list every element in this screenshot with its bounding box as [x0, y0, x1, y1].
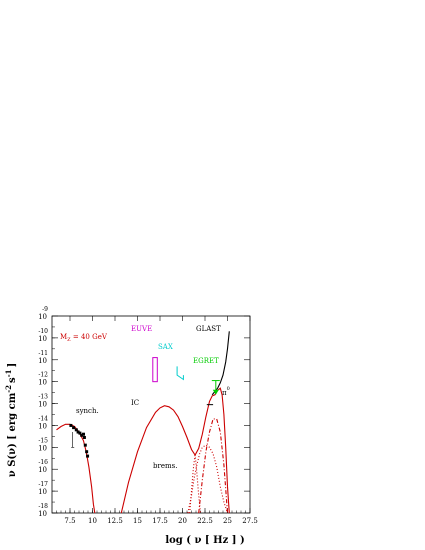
- y-tick-exponent: -13: [38, 394, 48, 401]
- x-tick-label: 22.5: [197, 517, 213, 525]
- series-line-2: [187, 444, 229, 514]
- y-axis-label: ν S(ν) [ erg cm: [7, 392, 18, 477]
- x-tick-label: 15: [133, 517, 142, 525]
- y-tick-exponent: -9: [42, 306, 48, 313]
- axis-ticks: [52, 315, 251, 514]
- data-point: [86, 454, 90, 458]
- y-tick-label: 10: [38, 335, 47, 343]
- y-tick-label: 10: [38, 466, 47, 474]
- egret-label: EGRET: [193, 357, 219, 365]
- markers-layer: [69, 357, 220, 458]
- svg-text:ν S(ν) [ erg cm-2s-1]: ν S(ν) [ erg cm-2 s-1]: [4, 363, 18, 477]
- data-point: [83, 443, 87, 447]
- x-tick-label: 12.5: [107, 517, 123, 525]
- x-tick-label: 10: [88, 517, 97, 525]
- y-axis-label-exp2: -1: [4, 369, 13, 377]
- ic-label: IC: [131, 399, 139, 407]
- y-tick-label: 10: [38, 488, 47, 496]
- euve-label: EUVE: [131, 325, 152, 333]
- glast-label: GLAST: [196, 325, 221, 333]
- sax-box: [176, 366, 184, 381]
- data-point: [82, 435, 86, 439]
- data-point: [72, 426, 76, 430]
- mz-label: MZ = 40 GeV: [60, 333, 108, 343]
- y-axis-label-exp1: -2: [4, 385, 13, 393]
- y-axis-label-group: ν S(ν) [ erg cm-2 s-1]: [4, 363, 18, 477]
- synch-label: synch.: [76, 407, 99, 415]
- pi0-label: π0: [222, 386, 230, 397]
- y-tick-label: 10: [38, 357, 47, 365]
- y-tick-exponent: -17: [38, 481, 48, 488]
- series-line-0: [56, 423, 96, 514]
- x-axis-label: log ( ν [ Hz ] ): [165, 535, 244, 546]
- brems-label: brems.: [153, 462, 177, 470]
- y-tick-exponent: -16: [38, 459, 48, 466]
- egret-arrow-head: [212, 389, 219, 395]
- y-tick-label: 10: [38, 510, 47, 518]
- y-axis-label-mid: s: [7, 377, 18, 383]
- y-tick-label: 10: [38, 444, 47, 452]
- y-tick-label: 10: [38, 422, 47, 430]
- y-tick-exponent: -18: [38, 503, 48, 510]
- data-point: [76, 430, 80, 434]
- text-layer: 7.5 10 12.5 15 17.5 20 22.5 25 27.510-910-1010-1…: [38, 306, 258, 525]
- y-tick-exponent: -14: [38, 415, 48, 422]
- y-tick-exponent: -15: [38, 437, 48, 444]
- y-tick-label: 10: [38, 379, 47, 387]
- y-tick-exponent: -10: [38, 328, 48, 335]
- euve-box: [152, 357, 158, 383]
- x-tick-label: 25: [223, 517, 232, 525]
- data-point: [74, 428, 78, 432]
- data-point: [85, 450, 89, 454]
- data-point: [80, 433, 84, 437]
- x-tick-label: 7.5: [64, 517, 75, 525]
- series-line-4: [198, 418, 229, 514]
- x-tick-label: 27.5: [242, 517, 258, 525]
- x-tick-label: 20: [178, 517, 187, 525]
- y-tick-label: 10: [38, 313, 47, 321]
- y-axis-label-end: ]: [7, 363, 18, 368]
- series-line-3: [189, 453, 202, 514]
- data-point: [78, 431, 82, 435]
- data-point: [69, 423, 73, 427]
- y-tick-exponent: -11: [38, 350, 48, 357]
- data-point: [82, 432, 85, 436]
- y-tick-label: 10: [38, 401, 47, 409]
- y-tick-exponent: -12: [38, 372, 48, 379]
- sax-label: SAX: [158, 343, 173, 351]
- x-tick-label: 17.5: [152, 517, 168, 525]
